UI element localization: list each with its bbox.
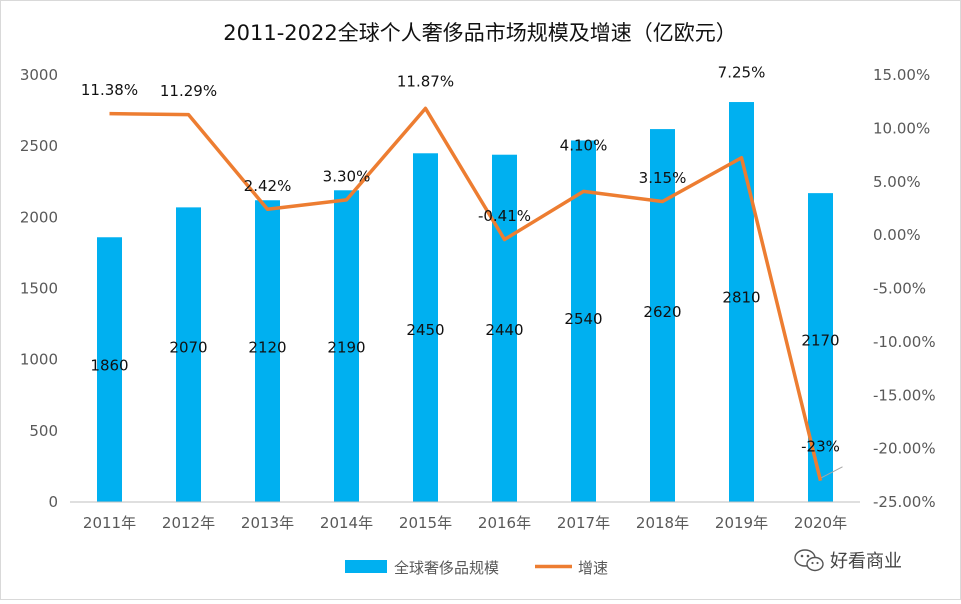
watermark: 好看商业 xyxy=(794,549,902,572)
bar-value-label: 2190 xyxy=(327,339,365,357)
x-axis-tick-label: 2014年 xyxy=(320,514,373,532)
x-axis-tick-label: 2017年 xyxy=(557,514,610,532)
right-axis-tick-label: 0.00% xyxy=(873,226,921,244)
bar xyxy=(97,237,122,502)
bar-data-labels: 1860 2070 2120 2190 2450 2440 2540 2620 2810 2170 xyxy=(90,289,839,375)
bar xyxy=(492,154,517,502)
x-axis-tick-label: 2020年 xyxy=(794,514,847,532)
x-axis: 2011年 2012年 2013年 2014年 2015年 2016年 2017年 2018年… xyxy=(70,501,860,532)
bar-value-label: 1860 xyxy=(90,356,128,374)
x-axis-tick-label: 2016年 xyxy=(478,514,531,532)
x-axis-tick-label: 2019年 xyxy=(715,514,768,532)
left-axis-tick-label: 2000 xyxy=(20,208,58,226)
bar xyxy=(650,129,675,502)
right-axis-tick-label: 5.00% xyxy=(873,173,921,191)
rate-label-leader-line xyxy=(821,466,843,479)
right-axis-tick-label: -5.00% xyxy=(873,280,926,298)
bar-value-label: 2810 xyxy=(722,289,760,307)
right-axis-tick-label: -20.00% xyxy=(873,440,936,458)
right-axis-tick-label: -15.00% xyxy=(873,386,936,404)
rate-value-label: 11.29% xyxy=(160,82,217,100)
rate-value-label: -23% xyxy=(801,437,840,455)
x-axis-tick-label: 2013年 xyxy=(241,514,294,532)
line-series xyxy=(109,106,823,482)
rate-value-label: 2.42% xyxy=(244,177,292,195)
bar xyxy=(571,140,596,502)
bar xyxy=(729,102,754,502)
rate-value-label: 3.30% xyxy=(323,167,371,185)
bar xyxy=(334,190,359,503)
wechat-icon xyxy=(794,549,824,572)
rate-value-label: 3.15% xyxy=(639,169,687,187)
bar-value-label: 2540 xyxy=(564,310,602,328)
bar-value-label: 2440 xyxy=(485,321,523,339)
rate-value-label: 11.38% xyxy=(81,81,138,99)
rate-value-label: 7.25% xyxy=(718,63,766,81)
chart-title: 2011-2022全球个人奢侈品市场规模及增速（亿欧元） xyxy=(223,21,736,45)
x-axis-tick-label: 2012年 xyxy=(162,514,215,532)
left-axis-tick-label: 2500 xyxy=(20,137,58,155)
bar-value-label: 2450 xyxy=(406,321,444,339)
watermark-text: 好看商业 xyxy=(830,551,902,572)
bar-value-label: 2120 xyxy=(248,339,286,357)
bar xyxy=(176,207,201,502)
rate-value-label: -0.41% xyxy=(478,207,531,225)
legend-bar-swatch xyxy=(345,560,387,573)
left-axis-tick-label: 500 xyxy=(29,422,58,440)
left-axis-tick-label: 1500 xyxy=(20,280,58,298)
rate-value-label: 11.87% xyxy=(397,73,454,91)
left-y-axis: 0 500 1000 1500 2000 2500 3000 xyxy=(20,66,58,511)
bar-value-label: 2070 xyxy=(169,339,207,357)
x-axis-tick-label: 2011年 xyxy=(83,514,136,532)
right-axis-tick-label: 15.00% xyxy=(873,66,930,84)
right-y-axis: -25.00% -20.00% -15.00% -10.00% -5.00% 0.00% 5… xyxy=(873,66,936,511)
right-axis-tick-label: 10.00% xyxy=(873,119,930,137)
legend-label: 增速 xyxy=(578,559,608,577)
right-axis-tick-label: -25.00% xyxy=(873,493,936,511)
bar-value-label: 2620 xyxy=(643,303,681,321)
bar xyxy=(413,153,438,503)
rate-value-label: 4.10% xyxy=(560,136,608,154)
legend: 全球奢侈品规模 增速 xyxy=(345,559,608,577)
x-axis-tick-label: 2018年 xyxy=(636,514,689,532)
left-axis-tick-label: 0 xyxy=(48,493,58,511)
left-axis-tick-label: 3000 xyxy=(20,66,58,84)
bar xyxy=(255,200,280,502)
bar-value-label: 2170 xyxy=(801,331,839,349)
rate-data-labels: 11.38% 11.29% 2.42% 3.30% 11.87% -0.41% 4.10% 3… xyxy=(81,63,843,479)
growth-line xyxy=(109,106,823,482)
bar-series xyxy=(97,102,833,503)
x-axis-tick-label: 2015年 xyxy=(399,514,452,532)
left-axis-tick-label: 1000 xyxy=(20,351,58,369)
legend-label: 全球奢侈品规模 xyxy=(394,559,499,577)
right-axis-tick-label: -10.00% xyxy=(873,333,936,351)
